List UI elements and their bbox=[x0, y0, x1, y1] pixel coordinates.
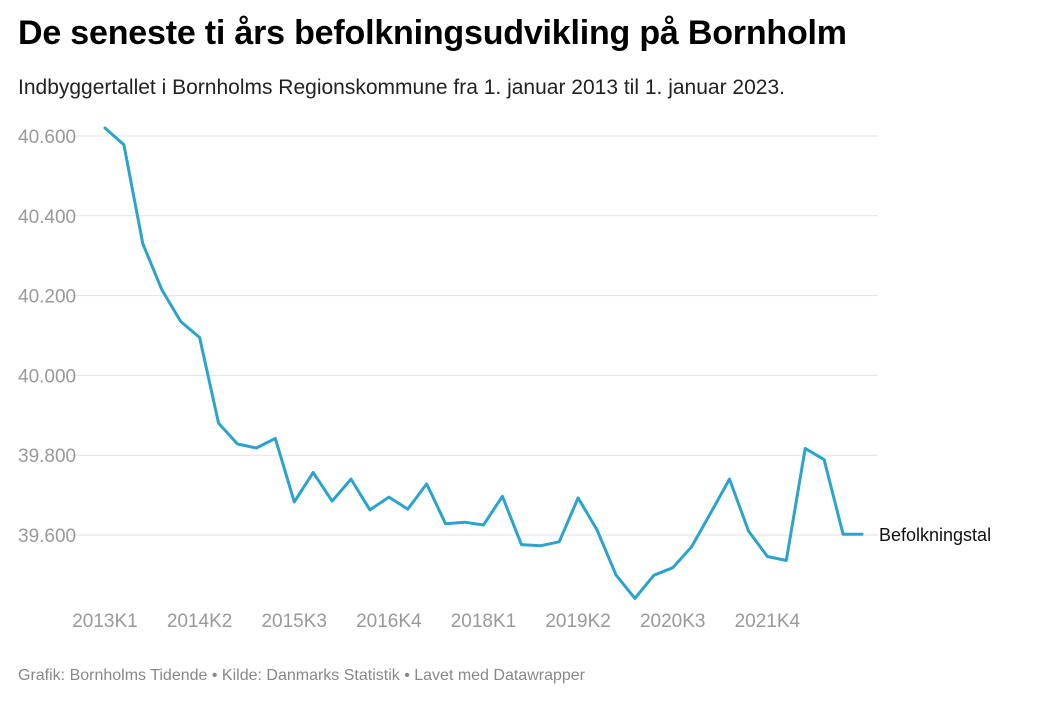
x-tick-label: 2016K4 bbox=[356, 611, 422, 632]
y-tick-label: 40.600 bbox=[18, 127, 76, 148]
y-tick-label: 39.600 bbox=[18, 526, 76, 547]
y-tick-label: 40.200 bbox=[18, 287, 76, 308]
series-line-befolkningstal bbox=[103, 126, 864, 600]
y-axis-ticks: 40.600 40.400 40.200 40.000 39.800 39.600 bbox=[18, 127, 76, 547]
x-tick-label: 2019K2 bbox=[545, 611, 611, 632]
x-tick-label: 2021K4 bbox=[735, 611, 801, 632]
chart-subtitle: Indbyggertallet i Bornholms Regionskommu… bbox=[18, 76, 785, 99]
y-tick-label: 39.800 bbox=[18, 446, 76, 467]
x-tick-label: 2015K3 bbox=[261, 611, 327, 632]
x-tick-label: 2018K1 bbox=[451, 611, 517, 632]
x-tick-label: 2013K1 bbox=[72, 611, 138, 632]
x-tick-label: 2014K2 bbox=[167, 611, 233, 632]
x-axis-ticks: 2013K1 2014K2 2015K3 2016K4 2018K1 2019K2 2020… bbox=[72, 611, 800, 632]
chart-footer: Grafik: Bornholms Tidende • Kilde: Danma… bbox=[18, 667, 585, 684]
y-tick-label: 40.400 bbox=[18, 207, 76, 228]
y-tick-label: 40.000 bbox=[18, 366, 76, 387]
grid-lines bbox=[70, 135, 878, 536]
x-tick-label: 2020K3 bbox=[640, 611, 706, 632]
series-lines bbox=[103, 126, 864, 600]
series-labels: Befolkningstal bbox=[879, 525, 991, 545]
series-label: Befolkningstal bbox=[879, 525, 991, 545]
chart-title: De seneste ti års befolkningsudvikling p… bbox=[18, 14, 847, 52]
